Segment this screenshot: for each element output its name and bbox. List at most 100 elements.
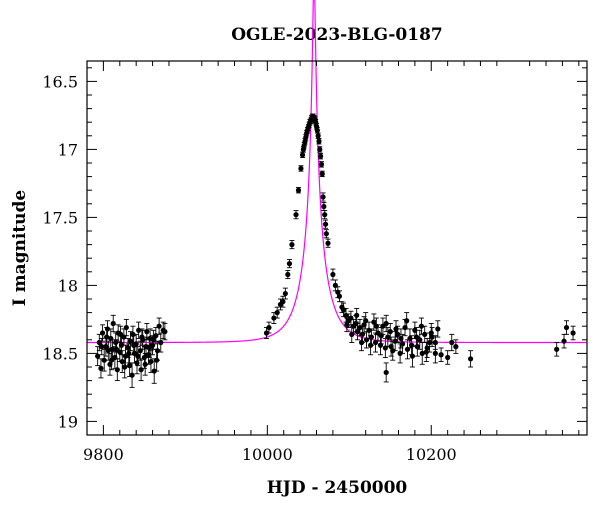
data-point	[156, 317, 162, 335]
chart-title: OGLE-2023-BLG-0187	[231, 25, 443, 45]
data-point	[344, 317, 350, 333]
data-point	[428, 323, 434, 343]
y-tick-label: 16.5	[42, 72, 78, 91]
data-point	[110, 314, 116, 333]
data-point	[363, 312, 369, 330]
data-point	[325, 238, 331, 248]
data-point	[419, 342, 425, 365]
data-point	[113, 339, 120, 360]
plot-frame	[86, 60, 588, 436]
data-point	[561, 333, 567, 349]
data-point	[354, 308, 360, 323]
data-point	[95, 346, 101, 367]
data-point	[383, 314, 389, 333]
data-point	[383, 362, 389, 383]
data-point	[453, 339, 459, 354]
data-point	[162, 323, 168, 341]
data-point	[99, 337, 105, 356]
data-point	[319, 170, 325, 178]
data-point	[330, 268, 336, 281]
data-point	[378, 327, 384, 345]
data-point	[413, 327, 420, 348]
data-point	[432, 335, 438, 350]
data-point	[449, 333, 455, 352]
data-point	[148, 350, 154, 373]
data-point	[146, 337, 152, 358]
data-point	[404, 312, 410, 330]
data-point	[368, 335, 374, 356]
data-point	[332, 279, 338, 292]
data-point	[423, 342, 429, 363]
data-point	[563, 320, 570, 335]
axis-ticks: 9800 10000 10200 16.5 17 17.5 18 18.5 19	[42, 61, 587, 464]
model-curve	[87, 0, 587, 344]
data-point	[289, 240, 295, 250]
data-point	[554, 342, 560, 357]
data-point	[398, 328, 404, 349]
data-point	[315, 132, 321, 139]
data-point	[282, 287, 288, 300]
data-point	[271, 312, 277, 324]
data-point	[274, 306, 280, 319]
data-point	[123, 318, 129, 337]
data-point	[298, 165, 304, 172]
data-point	[373, 317, 379, 335]
data-point	[322, 210, 328, 220]
data-point	[372, 332, 379, 353]
data-point	[322, 219, 329, 229]
data-point	[108, 350, 115, 371]
data-point	[266, 321, 272, 334]
data-point	[142, 352, 148, 376]
y-tick-label: 19	[58, 412, 78, 431]
data-point	[139, 328, 145, 346]
data-point	[122, 355, 128, 379]
data-point	[409, 344, 416, 368]
y-tick-label: 18	[58, 276, 78, 295]
data-point	[323, 229, 329, 239]
x-tick-label: 9800	[83, 445, 124, 464]
data-point	[150, 329, 156, 350]
data-point	[317, 146, 323, 153]
data-point	[570, 325, 576, 341]
data-point	[377, 335, 384, 356]
data-point	[349, 325, 355, 343]
y-tick-label: 17.5	[42, 208, 78, 227]
data-point	[354, 323, 361, 341]
data-point	[388, 336, 394, 357]
data-point	[293, 210, 299, 220]
data-point	[126, 343, 132, 364]
data-point	[318, 153, 324, 160]
data-point	[320, 192, 326, 202]
data-point	[393, 320, 399, 338]
data-point	[316, 138, 322, 145]
data-point	[118, 325, 124, 343]
data-point	[358, 333, 365, 352]
data-point	[404, 339, 411, 360]
data-point	[299, 151, 306, 159]
data-point	[408, 335, 415, 356]
data-point	[468, 350, 474, 368]
data-point	[119, 350, 125, 373]
data-point	[285, 269, 291, 280]
data-point	[131, 335, 137, 356]
data-point	[286, 259, 293, 269]
data-point	[98, 358, 104, 379]
data-point	[114, 358, 120, 382]
y-axis-label: I magnitude	[10, 190, 30, 307]
data-point	[318, 161, 325, 168]
y-tick-label: 17	[58, 140, 78, 159]
x-axis-label: HJD - 2450000	[267, 478, 408, 498]
data-point	[418, 317, 425, 335]
data-point	[104, 327, 110, 348]
data-point	[295, 187, 302, 194]
y-tick-label: 18.5	[42, 344, 78, 363]
data-point	[435, 320, 441, 338]
data-point	[371, 313, 377, 331]
data-point	[158, 332, 164, 353]
data-point	[280, 295, 286, 308]
x-tick-label: 10200	[406, 445, 457, 464]
x-tick-label: 10000	[242, 445, 293, 464]
data-point	[135, 346, 141, 367]
